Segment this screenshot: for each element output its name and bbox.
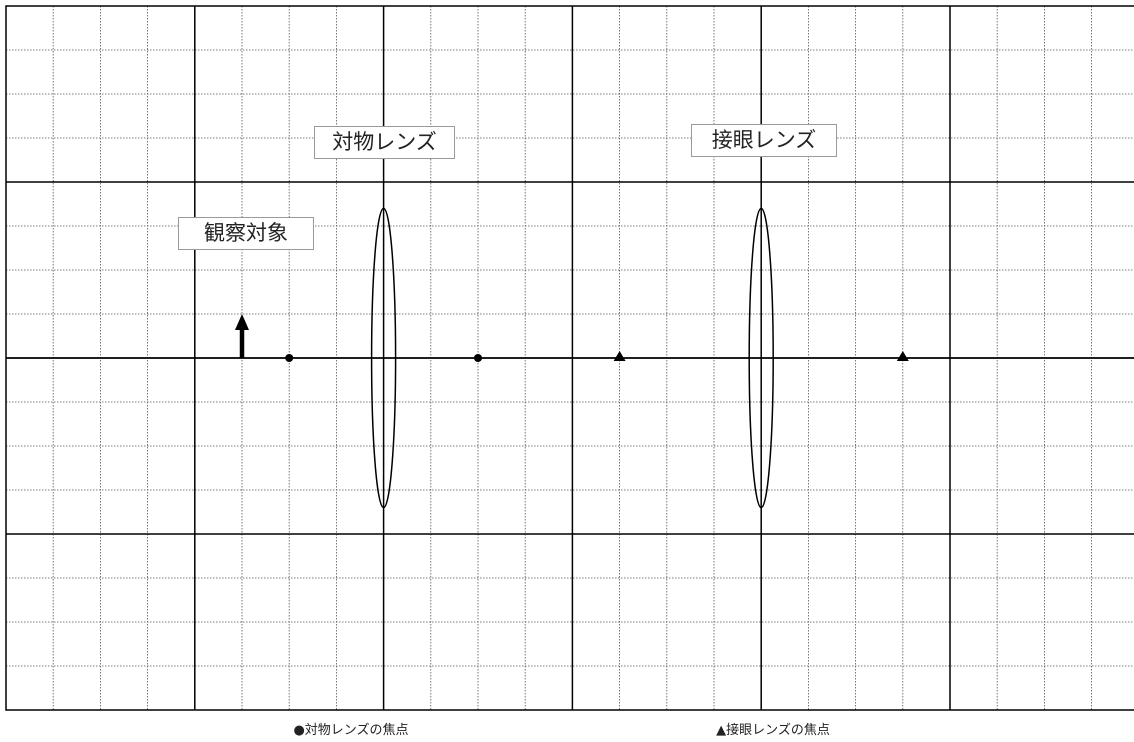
observed-object-label: 観察対象: [178, 217, 314, 250]
objective-lens-label: 対物レンズ: [314, 126, 455, 159]
lenses: [370, 207, 774, 509]
eyepiece-focal-point: [613, 351, 626, 361]
markers: [235, 314, 909, 362]
objective-focal-point: [285, 354, 294, 362]
grid: [5, 5, 1134, 711]
objective-focus-legend: ●対物レンズの焦点: [293, 723, 409, 738]
eyepiece-focus-legend: ▲接眼レンズの焦点: [716, 723, 830, 738]
object-arrow-head: [235, 314, 249, 330]
eyepiece-lens: [748, 207, 774, 509]
objective-lens: [370, 207, 397, 509]
objective-focal-point: [474, 354, 482, 362]
eyepiece-focal-point: [896, 351, 909, 361]
grid-border: [5, 5, 1134, 711]
eyepiece-lens-label: 接眼レンズ: [691, 124, 837, 157]
